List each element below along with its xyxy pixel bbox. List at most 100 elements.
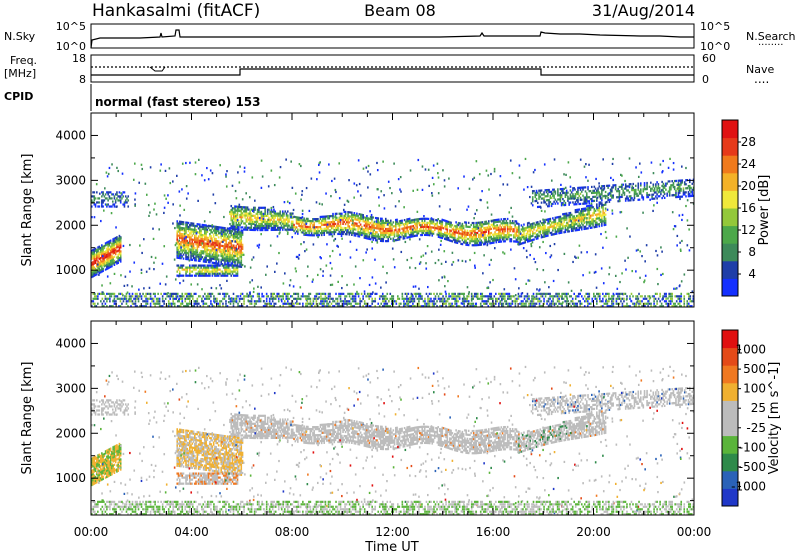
data-point: [344, 233, 347, 236]
data-point: [201, 242, 204, 245]
data-point: [286, 224, 289, 227]
data-point: [231, 254, 234, 257]
data-point: [205, 252, 207, 255]
data-point: [190, 248, 192, 251]
data-point: [185, 221, 187, 224]
data-point: [307, 219, 309, 223]
data-point: [124, 195, 127, 198]
data-point: [392, 225, 395, 228]
data-point: [587, 196, 589, 199]
data-point: [465, 233, 467, 236]
data-point: [117, 261, 119, 264]
data-point: [105, 171, 108, 174]
data-point: [229, 229, 231, 233]
data-point: [406, 222, 408, 225]
data-point: [595, 286, 598, 289]
data-point: [245, 228, 248, 231]
data-point: [604, 194, 606, 197]
data-point: [584, 190, 587, 193]
data-point: [479, 229, 481, 232]
data-point: [618, 189, 621, 193]
data-point: [215, 274, 217, 277]
data-point: [274, 270, 276, 273]
data-point: [186, 243, 189, 247]
data-point: [462, 227, 465, 230]
data-point: [425, 233, 427, 237]
data-point: [107, 253, 109, 256]
data-point: [663, 184, 666, 187]
data-point: [94, 205, 97, 208]
data-point: [441, 236, 444, 240]
data-point: [641, 254, 643, 258]
data-point: [279, 216, 282, 219]
data-point: [93, 272, 96, 275]
data-point: [426, 233, 429, 237]
data-point: [386, 235, 388, 239]
data-point: [178, 220, 181, 223]
data-point: [667, 166, 670, 169]
data-point: [276, 212, 279, 215]
data-point: [109, 197, 112, 200]
data-point: [94, 269, 97, 273]
data-point: [270, 226, 273, 230]
data-point: [112, 248, 114, 251]
data-point: [248, 196, 251, 199]
data-point: [339, 226, 342, 229]
data-point: [331, 179, 333, 183]
data-point: [104, 187, 106, 190]
data-point: [237, 253, 240, 256]
data-point: [339, 216, 342, 219]
data-point: [400, 223, 402, 227]
data-point: [431, 234, 434, 237]
data-point: [633, 190, 636, 194]
data-point: [449, 235, 451, 238]
data-point: [264, 210, 266, 213]
data-point: [646, 181, 648, 185]
data-point: [491, 237, 494, 240]
data-point: [109, 251, 112, 254]
data-point: [560, 219, 563, 222]
data-point: [607, 196, 609, 199]
data-point: [227, 257, 230, 261]
data-point: [109, 249, 112, 252]
data-point: [466, 233, 469, 236]
data-point: [199, 255, 201, 259]
data-point: [182, 268, 185, 271]
data-point: [387, 227, 390, 231]
data-point: [393, 266, 396, 269]
data-point: [226, 245, 229, 248]
data-point: [541, 235, 544, 239]
data-point: [636, 301, 638, 304]
data-point: [646, 191, 648, 195]
data-point: [174, 278, 177, 281]
data-point: [424, 168, 427, 171]
data-point: [634, 188, 637, 191]
data-point: [229, 231, 231, 235]
data-point: [478, 173, 481, 176]
data-point: [389, 231, 392, 234]
data-point: [496, 238, 499, 242]
data-point: [307, 225, 309, 229]
data-point: [604, 230, 607, 234]
data-point: [240, 265, 243, 268]
data-point: [487, 220, 490, 223]
data-point: [509, 230, 511, 233]
data-point: [207, 226, 210, 229]
data-point: [301, 193, 303, 196]
data-point: [230, 240, 233, 243]
data-point: [229, 222, 231, 226]
data-point: [366, 225, 368, 228]
data-point: [194, 264, 196, 267]
data-point: [219, 242, 221, 245]
data-point: [462, 237, 465, 240]
data-point: [235, 238, 238, 241]
data-point: [447, 279, 449, 283]
data-point: [347, 200, 350, 203]
data-point: [426, 221, 429, 224]
data-point: [348, 221, 351, 224]
data-point: [232, 246, 235, 249]
data-point: [195, 239, 197, 242]
data-point: [382, 221, 385, 224]
data-point: [389, 219, 392, 222]
data-point: [495, 241, 498, 244]
